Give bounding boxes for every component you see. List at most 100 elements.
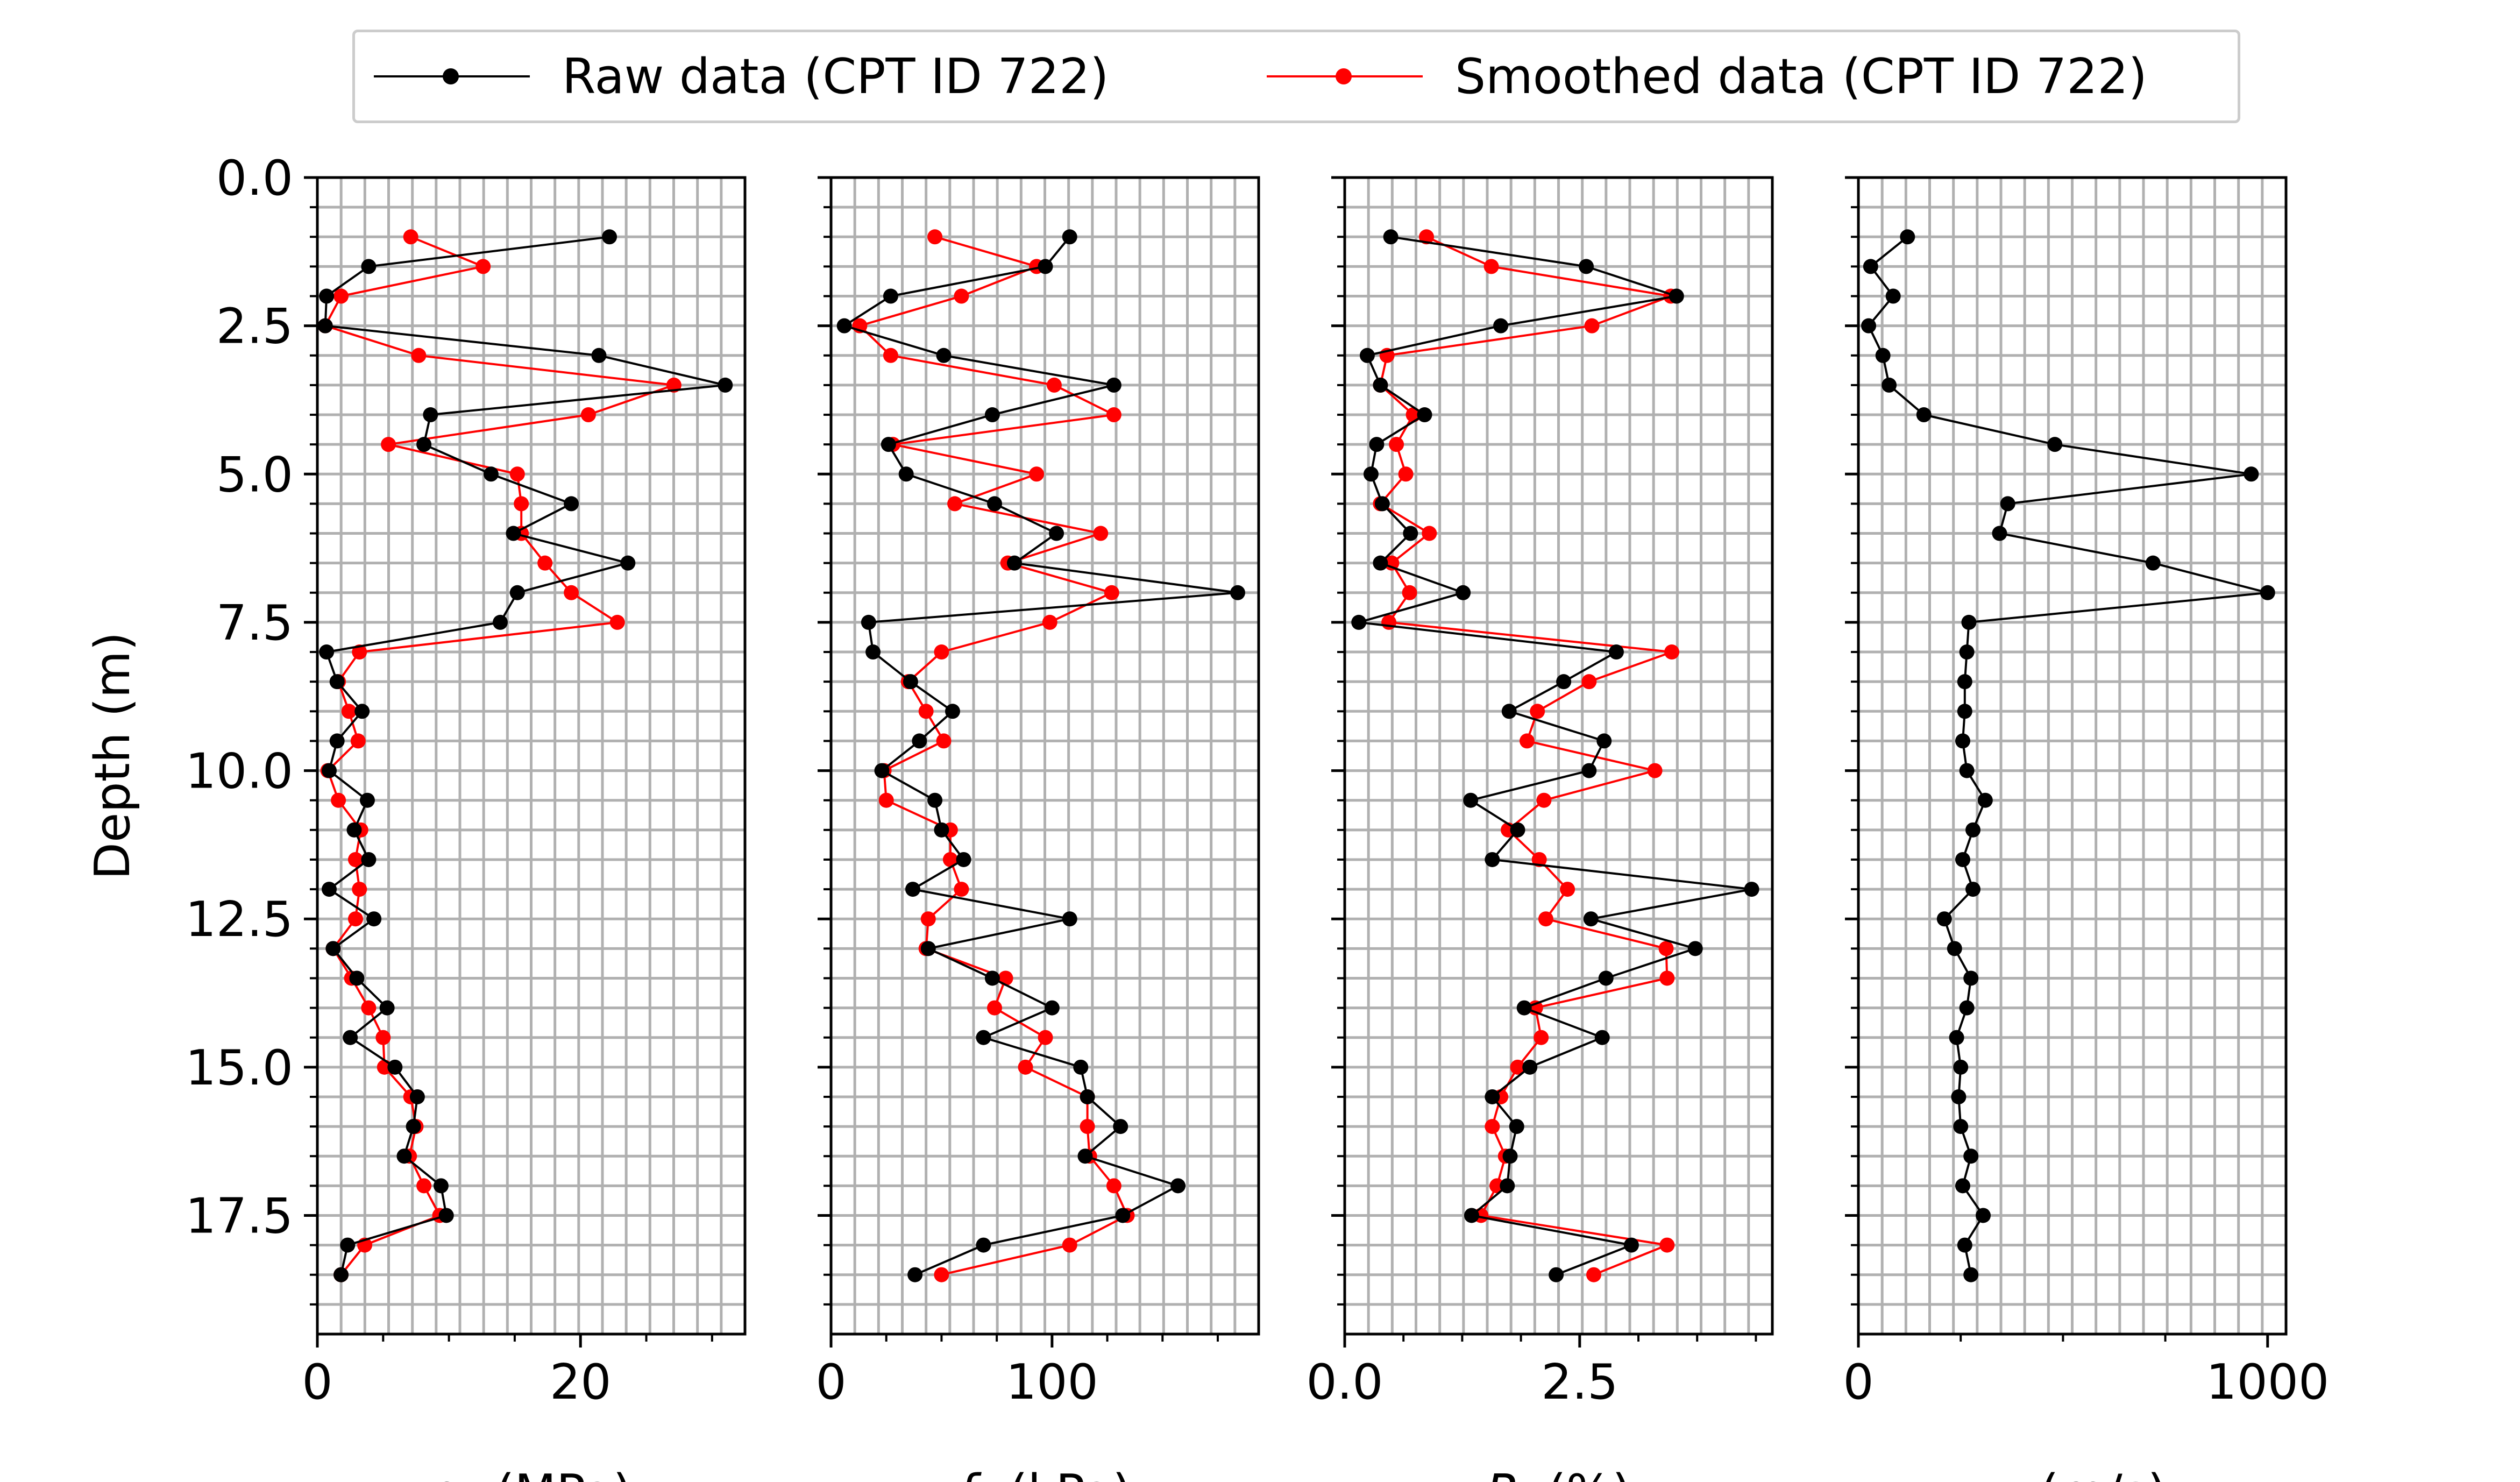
data-point-smoothed [954, 288, 969, 304]
data-point-raw [883, 288, 898, 304]
data-point-raw [1080, 1089, 1095, 1104]
data-point-raw [319, 288, 335, 304]
data-point-raw [1509, 1119, 1524, 1134]
data-point-raw [984, 970, 1000, 986]
y-tick-label: 7.5 [216, 595, 293, 651]
data-point-raw [865, 644, 881, 660]
y-axis-label: Depth (m) [84, 632, 141, 880]
data-point-raw [1965, 882, 1981, 897]
data-point-smoothed [1018, 1059, 1033, 1075]
series-line-raw [324, 236, 726, 1275]
data-point-raw [874, 763, 890, 778]
data-point-raw [1493, 318, 1509, 334]
series-smoothed [1373, 229, 1680, 1282]
data-point-smoothed [350, 733, 366, 749]
data-point-smoothed [1046, 377, 1062, 393]
y-tick-label: 0.0 [216, 150, 293, 207]
x-axis-label: Rf (%) [1486, 1464, 1631, 1482]
data-point-smoothed [564, 585, 579, 600]
data-point-raw [1373, 377, 1388, 393]
data-point-raw [1963, 1267, 1979, 1282]
data-point-smoothed [514, 496, 529, 512]
data-point-smoothed [1530, 704, 1545, 719]
data-point-raw [1957, 1237, 1972, 1253]
data-point-raw [1464, 1208, 1479, 1223]
x-tick-label: 0 [815, 1354, 846, 1410]
data-point-raw [934, 822, 949, 838]
legend: Raw data (CPT ID 722) Smoothed data (CPT… [352, 30, 2240, 123]
data-point-smoothed [1104, 585, 1119, 600]
data-point-smoothed [878, 792, 894, 808]
data-point-raw [1882, 377, 1897, 393]
data-point-smoothed [1398, 466, 1414, 482]
data-point-raw [2047, 437, 2063, 452]
series-smoothed [852, 229, 1135, 1282]
data-point-raw [1885, 288, 1901, 304]
data-point-raw [620, 555, 636, 571]
data-point-smoothed [927, 229, 943, 245]
data-point-smoothed [1659, 970, 1675, 986]
series-raw [1351, 229, 1759, 1282]
data-point-raw [1875, 348, 1891, 363]
y-tick-label: 2.5 [216, 299, 293, 355]
data-point-raw [1992, 526, 2007, 541]
data-point-raw [1936, 911, 1952, 927]
x-tick-label: 20 [550, 1354, 612, 1410]
data-point-smoothed [1106, 1178, 1121, 1194]
data-point-raw [1949, 1030, 1964, 1045]
data-point-raw [416, 437, 432, 452]
legend-label-raw: Raw data (CPT ID 722) [562, 48, 1109, 105]
data-point-raw [1062, 229, 1077, 245]
data-point-smoothed [1659, 1237, 1675, 1253]
x-tick-label: 2.5 [1541, 1354, 1618, 1410]
data-point-raw [1044, 1000, 1060, 1016]
data-point-raw [903, 674, 918, 690]
data-point-raw [1863, 259, 1878, 274]
data-point-raw [1383, 229, 1399, 245]
data-point-raw [881, 437, 896, 452]
data-point-raw [907, 1267, 923, 1282]
data-point-raw [1581, 763, 1597, 778]
data-point-raw [1485, 1089, 1500, 1104]
data-point-raw [1947, 941, 1962, 956]
data-point-smoothed [537, 555, 553, 571]
data-point-raw [343, 1030, 358, 1045]
data-point-smoothed [416, 1178, 432, 1194]
x-axis-label: qc (MPa) [430, 1464, 631, 1482]
data-point-smoothed [475, 259, 491, 274]
plot-frame [1857, 176, 2288, 1336]
data-point-smoothed [580, 407, 596, 423]
data-point-raw [1957, 704, 1972, 719]
data-point-smoothed [1647, 763, 1663, 778]
data-point-smoothed [352, 644, 367, 660]
data-point-raw [1456, 585, 1471, 600]
data-point-smoothed [998, 970, 1013, 986]
data-point-raw [1957, 674, 1972, 690]
data-point-raw [409, 1089, 425, 1104]
data-point-raw [361, 852, 377, 867]
data-point-raw [361, 259, 377, 274]
data-point-raw [564, 496, 579, 512]
legend-marker-smoothed [1267, 68, 1423, 84]
data-point-smoothed [1483, 259, 1499, 274]
chart-panel-2: 0 100 fs (kPa) [815, 176, 1260, 1482]
data-point-raw [1959, 644, 1975, 660]
data-point-smoothed [347, 852, 363, 867]
data-point-raw [493, 614, 508, 630]
data-point-smoothed [1538, 911, 1553, 927]
data-point-raw [1073, 1059, 1089, 1075]
data-point-smoothed [934, 1267, 949, 1282]
data-point-smoothed [1485, 1119, 1500, 1134]
data-point-smoothed [1419, 229, 1435, 245]
series-line-smoothed [1379, 236, 1676, 1276]
x-axis-label: fs (kPa) [959, 1464, 1131, 1482]
data-point-smoothed [1664, 644, 1680, 660]
data-point-raw [1049, 526, 1064, 541]
y-tick-label: 5.0 [216, 446, 293, 503]
data-point-raw [359, 792, 375, 808]
data-point-raw [433, 1178, 449, 1194]
data-point-raw [1417, 407, 1432, 423]
data-point-raw [1549, 1267, 1564, 1282]
data-point-smoothed [1510, 1059, 1525, 1075]
data-point-smoothed [934, 644, 949, 660]
